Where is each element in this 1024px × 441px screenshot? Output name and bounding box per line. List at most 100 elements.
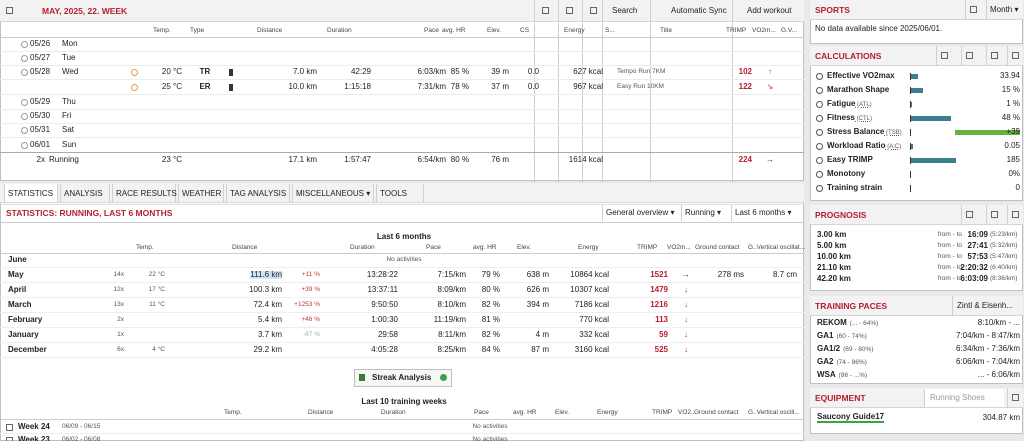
panel-icon [991, 211, 998, 218]
dropdown[interactable] [986, 0, 1023, 20]
day-icon [21, 69, 28, 76]
expand-icon[interactable] [6, 437, 13, 441]
calendar-date: 05/26 [30, 39, 51, 48]
calendar-duration: 42:29 [350, 67, 371, 76]
day-icon [21, 113, 28, 120]
panel-button[interactable] [1007, 46, 1024, 66]
pace-zone: WSA [817, 369, 836, 379]
column-header: avg. HR [473, 243, 497, 251]
tab-label[interactable]: TAG ANALYSIS [230, 189, 287, 198]
row-divider [0, 253, 804, 254]
tab[interactable] [178, 184, 224, 202]
statistics-pace: 8:11/km [438, 330, 466, 339]
day-icon [21, 142, 28, 149]
help-icon [816, 101, 823, 108]
calendar-trend: ↑ [768, 67, 772, 76]
dropdown[interactable] [952, 296, 1023, 316]
calendar-trimp: 224 [738, 155, 752, 164]
statistics-note: No activities [386, 255, 422, 263]
toolbar-button-label[interactable]: Automatic Sync [671, 6, 727, 15]
gauge-bar [911, 116, 951, 121]
calendar-type: TR [199, 67, 211, 76]
equipment-item[interactable]: Saucony Guide17 [817, 412, 885, 423]
tab-label[interactable]: STATISTICS [8, 189, 54, 198]
statistics-change: +1253 % [294, 300, 320, 308]
panel-button[interactable] [961, 205, 980, 225]
calc-value: 15 % [1001, 85, 1020, 94]
dropdown[interactable] [602, 205, 676, 221]
calendar-distance: 7.0 km [292, 67, 317, 76]
dropdown-label[interactable]: Running ▾ [685, 208, 722, 217]
dropdown[interactable] [681, 205, 727, 221]
calendar-energy: 967 kcal [573, 82, 603, 91]
toolbar-button-label[interactable]: Add workout [747, 6, 792, 15]
prognosis-range: from - to [937, 252, 962, 260]
panel-button[interactable] [986, 205, 1005, 225]
prognosis-pace: (6:40/km) [990, 263, 1018, 271]
calendar-trimp: 102 [738, 67, 752, 76]
expand-icon[interactable] [6, 424, 13, 431]
calendar-duration: 1:57:47 [344, 155, 371, 164]
tab[interactable] [226, 184, 290, 202]
tab-label[interactable]: ANALYSIS [64, 189, 103, 198]
dropdown-label[interactable]: Zintl & Eisenh... [957, 301, 1014, 310]
calc-value: 185 [1006, 155, 1020, 164]
dropdown-label[interactable]: Month ▾ [990, 5, 1019, 14]
tab[interactable] [4, 184, 58, 202]
statistics-pace: 8:09/km [437, 285, 466, 294]
statistics-hr: 82 % [481, 330, 500, 339]
statistics-distance: 5.4 km [257, 315, 282, 324]
pace-zone: REKOM (... - 64%) [817, 318, 879, 328]
tab[interactable] [60, 184, 110, 202]
tab[interactable] [376, 184, 424, 202]
toolbar-icon [590, 7, 597, 14]
calendar-energy: 627 kcal [573, 67, 603, 76]
column-header: Elev. [555, 408, 569, 416]
tab[interactable] [292, 184, 374, 202]
week-title: MAY, 2025, 22. WEEK [42, 5, 128, 16]
column-header: Temp. [136, 243, 154, 251]
panel-button[interactable] [986, 46, 1005, 66]
gauge-tick [910, 143, 911, 150]
statistics-trimp: 1521 [650, 270, 668, 279]
gauge-bar [911, 102, 912, 107]
statistics-month: May [8, 270, 24, 279]
panel-icon [966, 211, 973, 218]
gauge-bar [911, 158, 956, 163]
calculations-panel-header [810, 46, 1023, 66]
column-header: Energy [564, 26, 585, 34]
panel-title: SPORTS [815, 4, 850, 15]
pace-range: (... - 64%) [849, 319, 879, 327]
dropdown-label[interactable]: Last 6 months ▾ [735, 208, 792, 217]
tab-label[interactable]: RACE RESULTS [116, 189, 177, 198]
column-header: G..Vertical oscillat... [748, 243, 806, 251]
tab-label[interactable]: WEATHER [182, 189, 222, 198]
week-label: Week 23 [18, 435, 50, 441]
statistics-energy: 332 kcal [579, 330, 609, 339]
tab-label[interactable]: MISCELLANEOUS ▾ [296, 189, 371, 198]
streak-button[interactable] [354, 369, 452, 387]
tab[interactable] [112, 184, 176, 202]
calendar-date: 05/28 [30, 67, 51, 76]
panel-button[interactable] [936, 46, 955, 66]
tab-label[interactable]: TOOLS [380, 189, 407, 198]
dropdown[interactable] [731, 205, 799, 221]
statistics-elev: 638 m [526, 270, 549, 279]
statistics-trend: ↓ [684, 285, 688, 294]
panel-button[interactable] [1007, 388, 1024, 408]
prognosis-pace: (5:23/km) [990, 230, 1018, 238]
calendar-temp: 23 °C [161, 155, 182, 164]
dropdown-label[interactable]: Running Shoes [930, 393, 985, 402]
dropdown[interactable] [924, 389, 1004, 407]
panel-button[interactable] [965, 0, 984, 20]
gauge-bar [911, 88, 923, 93]
panel-button[interactable] [1007, 205, 1024, 225]
button-label[interactable]: Streak Analysis [372, 373, 432, 382]
statistics-month: June [8, 255, 27, 264]
label: Monotony [827, 169, 866, 178]
statistics-trimp: 1479 [650, 285, 668, 294]
panel-button[interactable] [961, 46, 980, 66]
dropdown-label[interactable]: General overview ▾ [606, 208, 675, 217]
toolbar-button-label[interactable]: Search [612, 6, 638, 15]
